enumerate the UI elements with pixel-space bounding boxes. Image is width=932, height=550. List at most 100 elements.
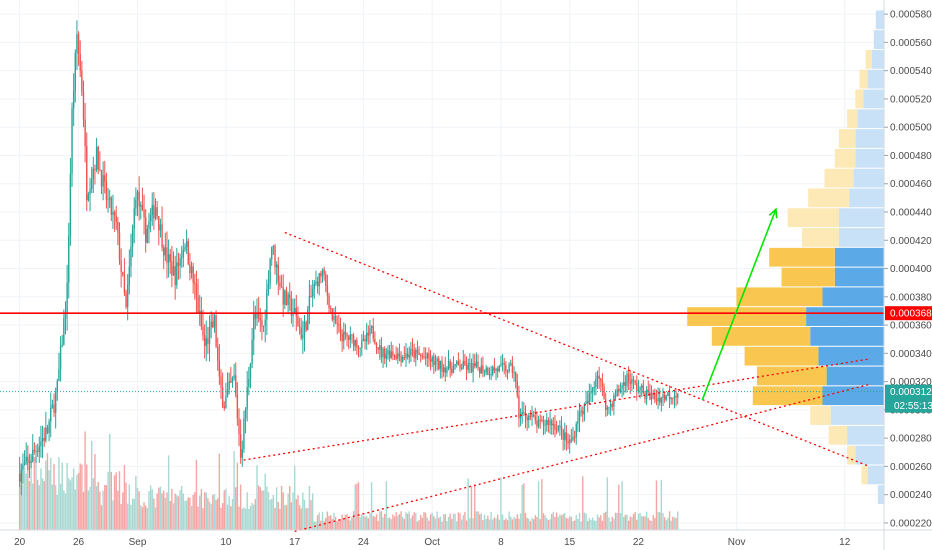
candle-body bbox=[397, 353, 399, 359]
candle-body bbox=[108, 197, 111, 200]
volume-bar bbox=[650, 521, 653, 530]
candle-body bbox=[153, 205, 155, 219]
volume-bar bbox=[460, 519, 463, 530]
candle-body bbox=[634, 380, 636, 383]
candle-body bbox=[199, 310, 201, 313]
volume-bar bbox=[385, 481, 388, 530]
volume-bar bbox=[293, 465, 296, 530]
volume-bar bbox=[68, 478, 70, 530]
volume-profile-down bbox=[711, 326, 811, 346]
candle-body bbox=[361, 341, 363, 348]
volume-bar bbox=[156, 493, 158, 530]
volume-bar bbox=[372, 516, 374, 530]
volume-bar bbox=[570, 516, 573, 530]
volume-bar bbox=[562, 514, 564, 530]
candle-body bbox=[609, 404, 612, 408]
volume-bar bbox=[590, 519, 592, 530]
volume-bar bbox=[498, 519, 500, 530]
volume-bar bbox=[439, 516, 442, 530]
volume-bar bbox=[235, 487, 237, 530]
candle-body bbox=[500, 363, 502, 366]
candle-body bbox=[64, 313, 67, 319]
x-tick-label: 17 bbox=[289, 537, 301, 548]
volume-bar bbox=[596, 514, 599, 530]
volume-bar bbox=[384, 513, 386, 530]
volume-bar bbox=[102, 490, 104, 530]
candle-body bbox=[447, 361, 450, 369]
candle-body bbox=[663, 394, 666, 400]
candle-body bbox=[645, 389, 648, 400]
volume-profile-up bbox=[806, 307, 884, 326]
volume-bar bbox=[641, 516, 643, 530]
volume-bar bbox=[405, 512, 407, 530]
y-tick-label: 0.0005800 bbox=[890, 10, 932, 21]
candle-body bbox=[577, 421, 579, 424]
volume-bar bbox=[429, 514, 432, 530]
candle-body bbox=[655, 399, 658, 402]
candle-body bbox=[567, 441, 569, 444]
candle-body bbox=[274, 245, 276, 268]
candle-body bbox=[421, 355, 424, 357]
x-tick-label: Nov bbox=[728, 537, 746, 548]
volume-bar bbox=[194, 492, 196, 530]
candle-body bbox=[326, 285, 329, 296]
candle-body bbox=[140, 204, 142, 207]
volume-bar bbox=[393, 516, 396, 530]
candle-body bbox=[501, 363, 504, 365]
volume-bar bbox=[251, 502, 253, 530]
volume-bar bbox=[452, 513, 455, 530]
volume-profile-down bbox=[802, 228, 839, 247]
candle-body bbox=[564, 432, 566, 440]
volume-bar bbox=[549, 519, 551, 530]
candle-body bbox=[405, 353, 407, 358]
volume-bar bbox=[71, 477, 73, 530]
candle-body bbox=[506, 371, 509, 373]
volume-bar bbox=[441, 521, 443, 530]
candle-body bbox=[511, 363, 514, 373]
volume-profile-down bbox=[756, 366, 827, 386]
volume-bar bbox=[174, 493, 176, 530]
volume-bar bbox=[140, 505, 142, 530]
candle-body bbox=[462, 360, 464, 369]
candle-body bbox=[94, 168, 96, 171]
volume-bar bbox=[424, 512, 427, 530]
candle-body bbox=[454, 364, 456, 366]
candle-body bbox=[84, 119, 86, 147]
volume-bar bbox=[657, 511, 659, 530]
candle-body bbox=[105, 181, 108, 200]
candle-body bbox=[53, 404, 55, 413]
volume-bar bbox=[580, 521, 582, 530]
candle-body bbox=[89, 188, 91, 195]
candle-body bbox=[51, 404, 54, 409]
volume-bar bbox=[210, 504, 212, 530]
volume-bar bbox=[272, 494, 275, 530]
volume-profile bbox=[687, 10, 884, 505]
volume-bar bbox=[289, 486, 291, 530]
volume-bar bbox=[611, 516, 613, 530]
volume-bar bbox=[364, 516, 366, 530]
volume-profile-up bbox=[826, 366, 884, 386]
volume-bar bbox=[248, 508, 250, 530]
candle-body bbox=[665, 395, 667, 400]
candle-body bbox=[226, 389, 229, 397]
volume-profile-up bbox=[810, 326, 884, 346]
candle-body bbox=[177, 262, 180, 267]
volume-bar bbox=[218, 453, 221, 530]
volume-bar bbox=[205, 492, 207, 530]
volume-bar bbox=[619, 513, 622, 530]
candle-body bbox=[555, 429, 558, 431]
volume-bar bbox=[644, 516, 646, 530]
volume-profile-up bbox=[853, 168, 884, 188]
candle-body bbox=[565, 432, 568, 442]
candle-body bbox=[174, 266, 176, 286]
candle-body bbox=[166, 247, 168, 263]
candle-body bbox=[30, 461, 32, 464]
candle-body bbox=[426, 353, 428, 359]
candle-body bbox=[626, 373, 628, 386]
candle-body bbox=[254, 313, 257, 319]
candle-body bbox=[133, 208, 135, 229]
